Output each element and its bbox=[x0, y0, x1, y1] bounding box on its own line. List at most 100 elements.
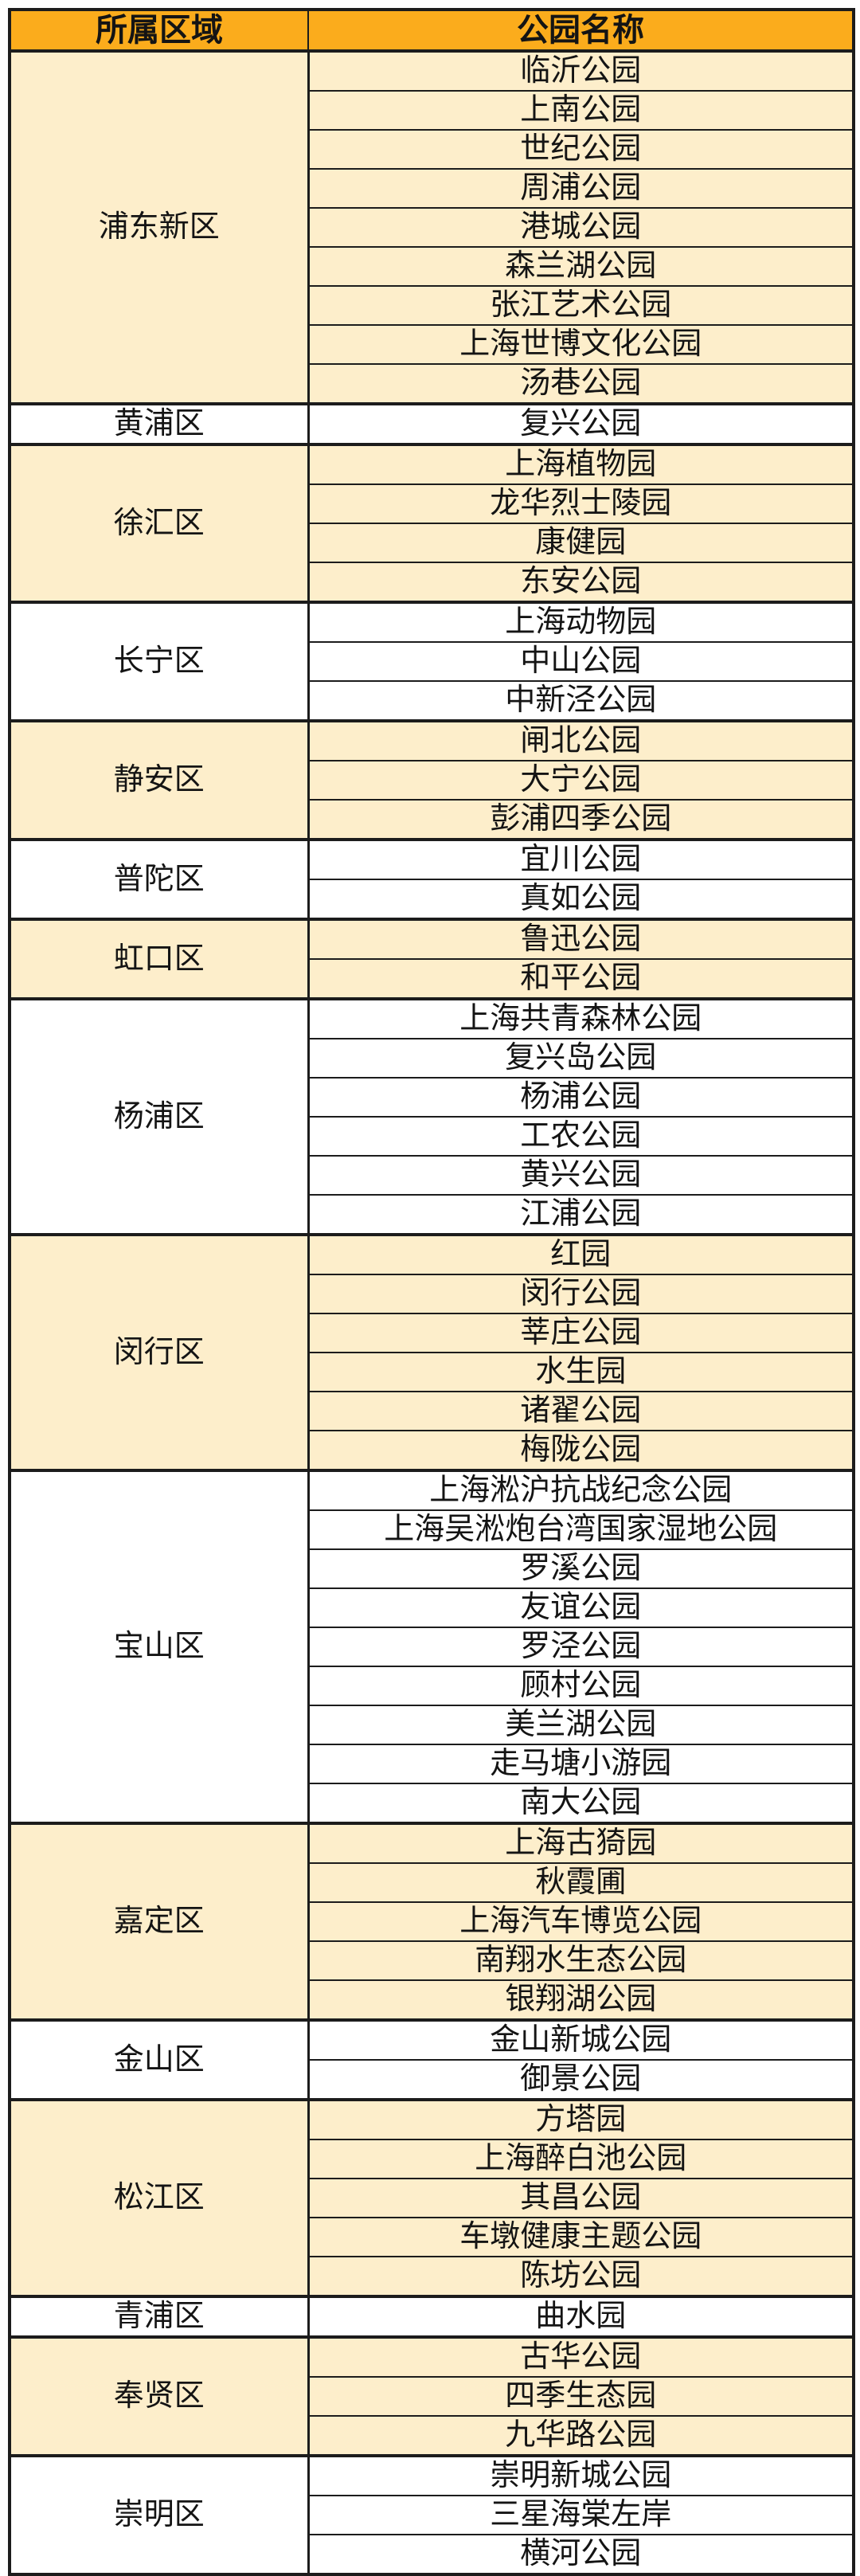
park-cell: 彭浦四季公园 bbox=[307, 799, 854, 840]
park-cell: 黄兴公园 bbox=[307, 1155, 854, 1196]
park-cell: 三星海棠左岸 bbox=[307, 2495, 854, 2535]
park-cell: 四季生态园 bbox=[307, 2376, 854, 2417]
table-row: 静安区 闸北公园 bbox=[9, 719, 854, 840]
table-row: 奉贤区 古华公园 bbox=[9, 2335, 854, 2457]
park-cell: 陈坊公园 bbox=[307, 2256, 854, 2297]
table-row: 友谊公园 bbox=[10, 1587, 854, 1628]
park-cell: 森兰湖公园 bbox=[307, 246, 854, 287]
table-row: 大宁公园 bbox=[10, 760, 854, 801]
park-cell: 南翔水生态公园 bbox=[307, 1940, 854, 1981]
park-cell: 上海古猗园 bbox=[307, 1822, 854, 1864]
table-row: 东安公园 bbox=[10, 562, 854, 603]
table-row: 工农公园 bbox=[10, 1116, 854, 1157]
park-cell: 上海醉白池公园 bbox=[307, 2139, 854, 2179]
park-cell: 康健园 bbox=[307, 523, 854, 563]
table-row: 四季生态园 bbox=[10, 2376, 854, 2417]
table-row: 长宁区 上海动物园 bbox=[9, 601, 854, 722]
table-row: 九华路公园 bbox=[10, 2415, 854, 2457]
table-row: 嘉定区 上海古猗园 bbox=[9, 1822, 854, 2021]
table-row: 浦东新区 临沂公园 bbox=[9, 49, 854, 405]
park-cell: 上海动物园 bbox=[307, 601, 854, 643]
table-row: 莘庄公园 bbox=[10, 1313, 854, 1353]
park-cell: 上海汽车博览公园 bbox=[307, 1901, 854, 1942]
table-row: 梅陇公园 bbox=[10, 1430, 854, 1471]
park-cell: 东安公园 bbox=[307, 562, 854, 603]
district-cell: 静安区 bbox=[9, 719, 310, 840]
park-cell: 工农公园 bbox=[307, 1116, 854, 1157]
park-cell: 曲水园 bbox=[307, 2295, 854, 2338]
park-cell: 车墩健康主题公园 bbox=[307, 2217, 854, 2257]
table-row: 虹口区 鲁迅公园 bbox=[9, 918, 854, 1000]
table-row: 周浦公园 bbox=[10, 168, 854, 209]
table-row: 江浦公园 bbox=[10, 1194, 854, 1235]
district-cell: 崇明区 bbox=[9, 2454, 310, 2575]
table-row: 秋霞圃 bbox=[10, 1862, 854, 1903]
table-row: 闵行区 红园 bbox=[9, 1233, 854, 1471]
table-row: 南大公园 bbox=[10, 1783, 854, 1824]
park-cell: 上海世博文化公园 bbox=[307, 324, 854, 365]
park-cell: 走马塘小游园 bbox=[307, 1744, 854, 1784]
district-cell: 浦东新区 bbox=[9, 49, 310, 405]
district-cell: 闵行区 bbox=[9, 1233, 310, 1471]
parks-table: 所属区域 公园名称 浦东新区 临沂公园 上南公园 世纪公园 周浦公园 港城公园 森兰湖公园张… bbox=[8, 8, 855, 2576]
table-row: 和平公园 bbox=[10, 958, 854, 1000]
table-row: 张江艺术公园 bbox=[10, 285, 854, 326]
table-row: 中新泾公园 bbox=[10, 680, 854, 722]
park-cell: 罗溪公园 bbox=[307, 1548, 854, 1589]
parks-table-wrapper: 所属区域 公园名称 浦东新区 临沂公园 上南公园 世纪公园 周浦公园 港城公园 森兰湖公园张… bbox=[8, 8, 855, 2576]
park-cell: 周浦公园 bbox=[307, 168, 854, 209]
park-cell: 南大公园 bbox=[307, 1783, 854, 1824]
park-cell: 张江艺术公园 bbox=[307, 285, 854, 326]
table-row: 复兴岛公园 bbox=[10, 1038, 854, 1079]
park-cell: 汤巷公园 bbox=[307, 363, 854, 405]
table-row: 闵行公园 bbox=[10, 1274, 854, 1314]
park-cell: 古华公园 bbox=[307, 2335, 854, 2378]
park-cell: 顾村公园 bbox=[307, 1666, 854, 1706]
table-row: 彭浦四季公园 bbox=[10, 799, 854, 840]
table-row: 黄浦区 复兴公园 bbox=[9, 402, 854, 445]
table-row: 罗溪公园 bbox=[10, 1548, 854, 1589]
district-cell: 黄浦区 bbox=[9, 402, 310, 445]
park-cell: 大宁公园 bbox=[307, 760, 854, 801]
district-cell: 宝山区 bbox=[9, 1469, 310, 1824]
park-cell: 杨浦公园 bbox=[307, 1077, 854, 1118]
park-cell: 龙华烈士陵园 bbox=[307, 483, 854, 524]
park-cell: 崇明新城公园 bbox=[307, 2454, 854, 2496]
district-cell: 奉贤区 bbox=[9, 2335, 310, 2457]
table-row: 森兰湖公园 bbox=[10, 246, 854, 287]
park-cell: 横河公园 bbox=[307, 2534, 854, 2575]
park-cell: 美兰湖公园 bbox=[307, 1705, 854, 1745]
table-row: 上海醉白池公园 bbox=[10, 2139, 854, 2179]
park-cell: 上海植物园 bbox=[307, 443, 854, 485]
park-column-header: 公园名称 bbox=[307, 9, 854, 53]
table-row: 普陀区 宜川公园 bbox=[9, 838, 854, 920]
park-cell: 宜川公园 bbox=[307, 838, 854, 880]
table-row: 罗泾公园 bbox=[10, 1627, 854, 1667]
table-row: 上海汽车博览公园 bbox=[10, 1901, 854, 1942]
park-cell: 真如公园 bbox=[307, 879, 854, 920]
table-row: 青浦区 曲水园 bbox=[9, 2295, 854, 2338]
table-row: 诸翟公园 bbox=[10, 1391, 854, 1431]
park-cell: 银翔湖公园 bbox=[307, 1979, 854, 2021]
park-cell: 红园 bbox=[307, 1233, 854, 1275]
table-row: 宝山区 上海淞沪抗战纪念公园 bbox=[9, 1469, 854, 1824]
park-cell: 复兴岛公园 bbox=[307, 1038, 854, 1079]
park-cell: 罗泾公园 bbox=[307, 1627, 854, 1667]
table-row: 黄兴公园 bbox=[10, 1155, 854, 1196]
park-cell: 友谊公园 bbox=[307, 1587, 854, 1628]
table-row: 世纪公园 bbox=[10, 129, 854, 170]
table-row: 御景公园 bbox=[10, 2059, 854, 2100]
table-row: 上海吴淞炮台湾国家湿地公园 bbox=[10, 1509, 854, 1550]
park-cell: 闸北公园 bbox=[307, 719, 854, 761]
table-row: 上海世博文化公园 bbox=[10, 324, 854, 365]
table-row: 顾村公园 bbox=[10, 1666, 854, 1706]
table-row: 水生园 bbox=[10, 1352, 854, 1392]
table-row: 港城公园 bbox=[10, 207, 854, 248]
table-row: 杨浦区 上海共青森林公园 bbox=[9, 997, 854, 1235]
table-row: 金山区 金山新城公园 bbox=[9, 2018, 854, 2100]
park-cell: 九华路公园 bbox=[307, 2415, 854, 2457]
park-cell: 和平公园 bbox=[307, 958, 854, 1000]
park-cell: 临沂公园 bbox=[307, 49, 854, 92]
district-cell: 长宁区 bbox=[9, 601, 310, 722]
table-row: 真如公园 bbox=[10, 879, 854, 920]
